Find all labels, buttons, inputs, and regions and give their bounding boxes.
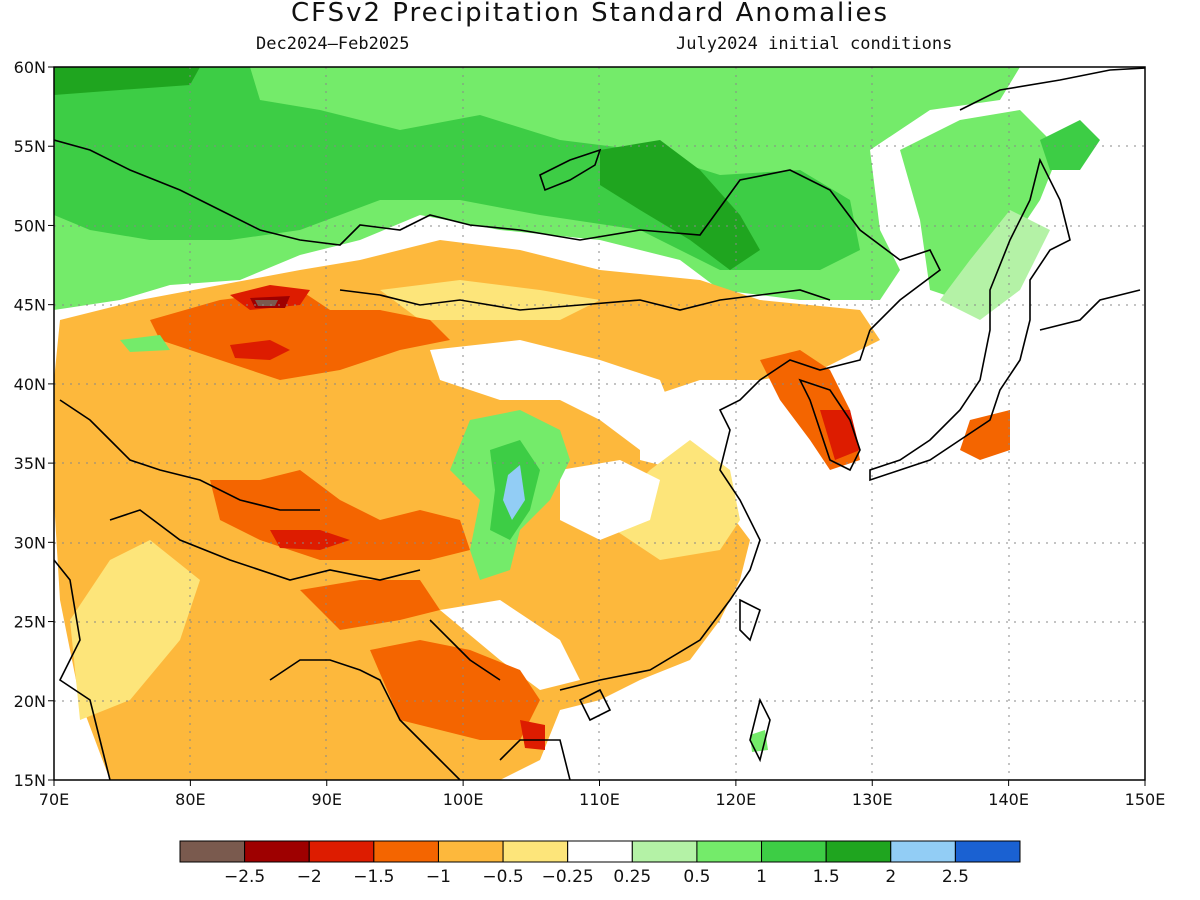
colorbar-swatch — [437, 840, 504, 863]
colorbar-swatch — [308, 840, 375, 863]
x-tick-label: 70E — [39, 790, 69, 809]
y-tick-label: 35N — [14, 454, 46, 473]
colorbar-swatch — [890, 840, 956, 863]
region-green-patch-kaz — [120, 335, 170, 352]
colorbar-label: 2 — [885, 867, 896, 887]
colorbar-swatch — [954, 840, 1021, 863]
region-orange-central-asia — [54, 240, 880, 780]
region-white-indochina — [440, 600, 580, 690]
y-tick-label: 20N — [14, 692, 46, 711]
colorbar-label: 1 — [756, 867, 767, 887]
region-brown-spot — [255, 300, 278, 306]
y-tick-label: 45N — [14, 296, 46, 315]
y-tick-label: 60N — [14, 58, 46, 77]
y-tick-label: 55N — [14, 137, 46, 156]
colorbar-swatch — [567, 840, 633, 863]
graticule — [54, 67, 1145, 780]
region-green-band-east — [900, 110, 1060, 300]
x-tick-label: 90E — [312, 790, 342, 809]
colorbar-swatch — [179, 840, 246, 863]
region-deep-orange-himalaya — [300, 580, 440, 630]
y-tick-label: 40N — [14, 375, 46, 394]
x-tick-label: 80E — [175, 790, 205, 809]
region-deep-orange-tarim — [150, 290, 450, 380]
region-core-green-baikal — [600, 140, 760, 270]
colorbar-label: 2.5 — [942, 867, 969, 887]
x-tick-label: 140E — [988, 790, 1029, 809]
x-tick-label: 120E — [716, 790, 757, 809]
region-deep-orange-japan — [960, 410, 1010, 460]
colorbar-label: 0.5 — [683, 867, 710, 887]
y-tick-label: 30N — [14, 533, 46, 552]
colorbar-label: −1 — [426, 867, 451, 887]
y-tick-label: 25N — [14, 613, 46, 632]
colorbar-swatch — [825, 840, 892, 863]
colorbar: −2.5 −2 −1.5 −1 −0.5 −0.25 0.25 0.5 1 1.5 2 2.5 — [179, 840, 1021, 887]
region-white-yangtze — [560, 460, 660, 540]
colorbar-label: −1.5 — [353, 867, 394, 887]
colorbar-label: 0.25 — [613, 867, 651, 887]
region-yellow-west — [70, 540, 200, 720]
colorbar-swatch — [631, 840, 698, 863]
region-red-spot-2 — [230, 340, 290, 360]
map-title: CFSv2 Precipitation Standard Anomalies — [290, 0, 890, 28]
colorbar-label: −2 — [297, 867, 322, 887]
region-green-patch-hokkaido — [1040, 120, 1100, 170]
colorbar-swatch — [502, 840, 569, 863]
region-white-interior — [430, 340, 680, 450]
x-axis: 70E 80E 90E 100E 110E 120E 130E 140E 150E — [39, 780, 1166, 809]
region-yellow-south-china — [600, 440, 740, 560]
y-tick-label: 50N — [14, 216, 46, 235]
colorbar-swatch — [761, 840, 827, 863]
x-tick-label: 150E — [1125, 790, 1166, 809]
region-red-spot-3 — [270, 530, 350, 550]
x-tick-label: 100E — [443, 790, 484, 809]
region-pale-green — [940, 210, 1050, 320]
colorbar-label: −0.5 — [482, 867, 523, 887]
x-tick-label: 110E — [579, 790, 620, 809]
colorbar-swatch — [244, 840, 310, 863]
region-yellow-mongolia — [380, 280, 600, 320]
period-label: Dec2024–Feb2025 — [256, 34, 410, 54]
colorbar-swatch — [373, 840, 439, 863]
colorbar-label: −0.25 — [542, 867, 594, 887]
colorbar-label: −2.5 — [224, 867, 265, 887]
region-blue-sichuan — [503, 465, 525, 520]
init-conditions-label: July2024 initial conditions — [676, 34, 953, 54]
y-tick-label: 15N — [14, 771, 46, 790]
region-red-spot-5 — [520, 720, 545, 750]
colorbar-label: 1.5 — [813, 867, 840, 887]
region-core-green-west — [54, 67, 200, 95]
y-axis: 60N 55N 50N 45N 40N 35N 30N 25N 20N 15N — [14, 58, 54, 790]
x-tick-label: 130E — [852, 790, 893, 809]
region-deep-orange-myanmar — [370, 640, 540, 740]
coastlines — [54, 67, 1145, 780]
shaded-field — [54, 67, 1145, 780]
colorbar-swatch — [696, 840, 763, 863]
